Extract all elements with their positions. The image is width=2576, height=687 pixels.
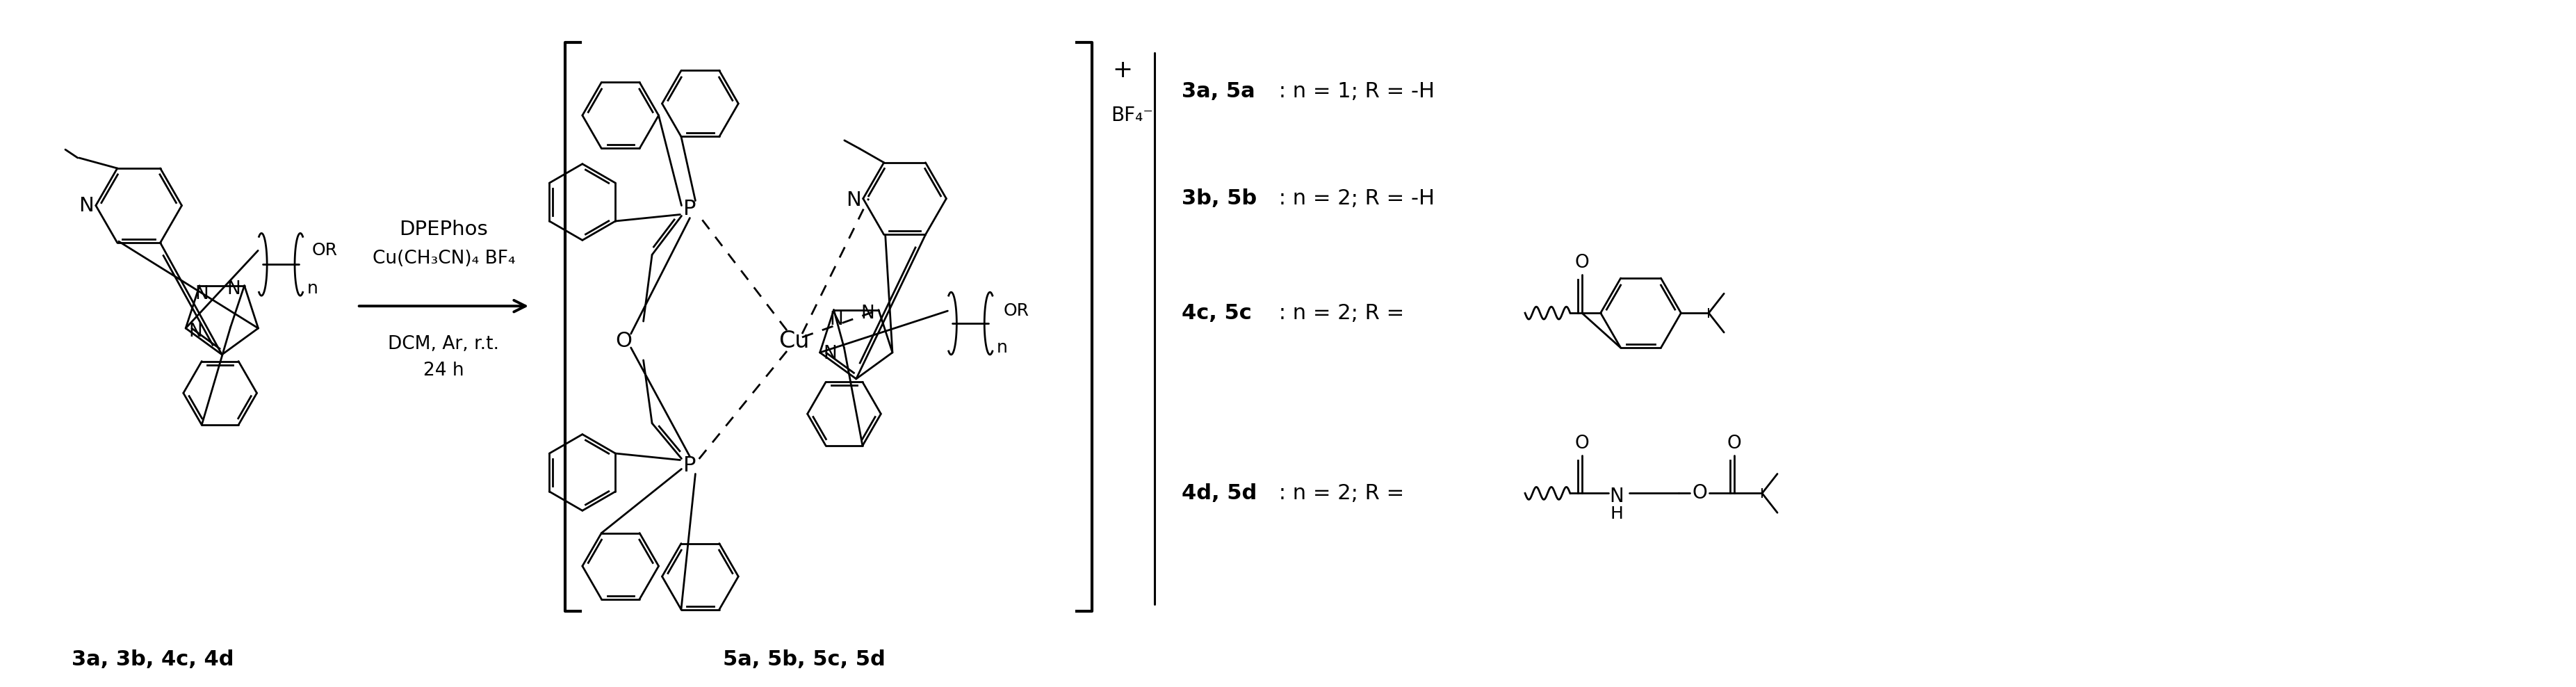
Text: n: n (307, 280, 319, 297)
Text: 5a, 5b, 5c, 5d: 5a, 5b, 5c, 5d (724, 650, 886, 670)
Text: : n = 2; R = -H: : n = 2; R = -H (1273, 188, 1435, 209)
Text: O: O (1574, 254, 1589, 272)
Text: 4d, 5d: 4d, 5d (1182, 483, 1257, 504)
Text: O: O (616, 330, 631, 351)
Text: N: N (829, 311, 842, 328)
Text: N: N (77, 196, 93, 215)
Text: +: + (1113, 58, 1133, 82)
Text: N: N (845, 190, 860, 210)
Text: Cu: Cu (778, 329, 809, 352)
Text: N: N (188, 323, 204, 341)
Text: DCM, Ar, r.t.: DCM, Ar, r.t. (389, 335, 500, 353)
Text: OR: OR (1005, 302, 1030, 319)
Text: 24 h: 24 h (422, 361, 464, 380)
Text: : n = 2; R =: : n = 2; R = (1273, 483, 1404, 504)
Text: N: N (824, 345, 837, 363)
Text: P: P (683, 455, 696, 475)
Text: O: O (1574, 434, 1589, 452)
Text: N: N (196, 285, 209, 303)
Text: N: N (1610, 487, 1623, 506)
Text: O: O (1726, 434, 1741, 452)
Text: 3b, 5b: 3b, 5b (1182, 188, 1257, 209)
Text: 3a, 3b, 4c, 4d: 3a, 3b, 4c, 4d (72, 650, 234, 670)
Text: : n = 2; R =: : n = 2; R = (1273, 303, 1404, 323)
Text: Cu(CH₃CN)₄ BF₄: Cu(CH₃CN)₄ BF₄ (374, 250, 515, 268)
Text: 4c, 5c: 4c, 5c (1182, 303, 1252, 323)
Text: : n = 1; R = -H: : n = 1; R = -H (1273, 81, 1435, 101)
Text: O: O (1692, 484, 1708, 503)
Text: N: N (860, 304, 873, 322)
Text: BF₄⁻: BF₄⁻ (1110, 106, 1154, 125)
Text: n: n (997, 339, 1007, 356)
Text: H: H (1610, 506, 1623, 522)
Text: P: P (683, 199, 696, 219)
Text: DPEPhos: DPEPhos (399, 220, 489, 240)
Text: 3a, 5a: 3a, 5a (1182, 81, 1255, 101)
Text: N: N (227, 280, 240, 298)
Text: OR: OR (312, 243, 337, 259)
